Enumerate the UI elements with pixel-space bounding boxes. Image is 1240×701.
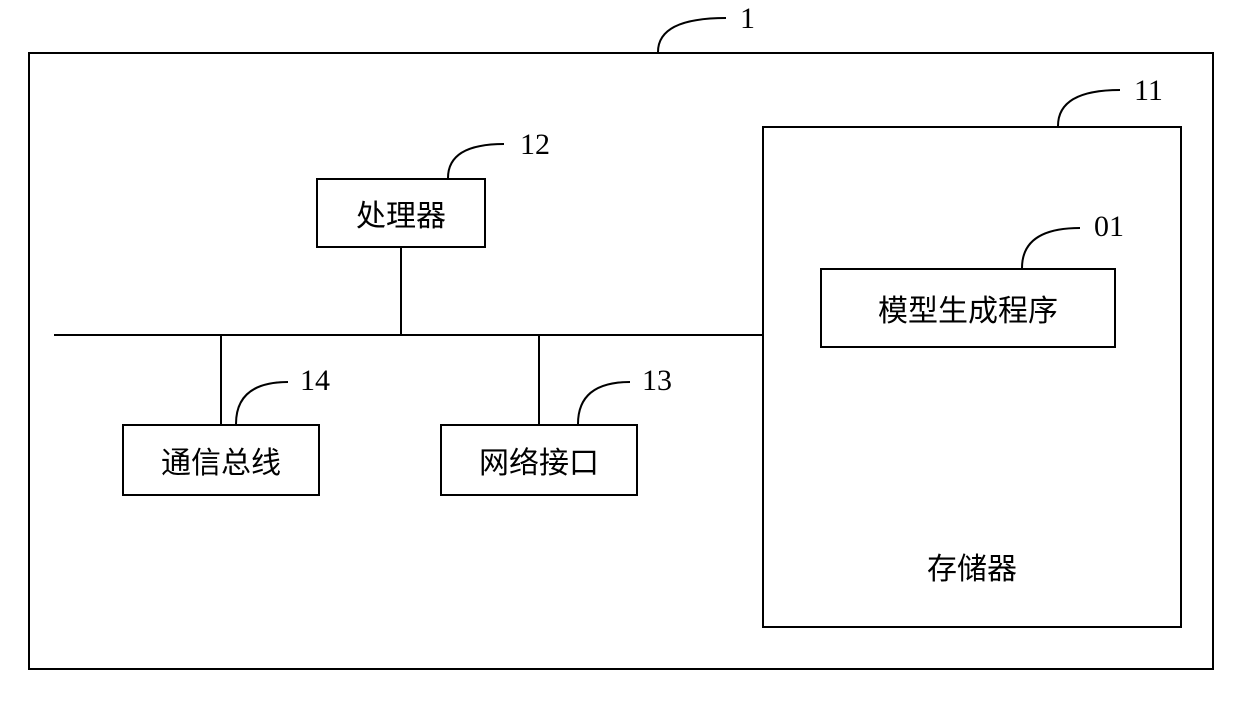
ref-model-prog: 01 bbox=[1094, 210, 1124, 244]
memory-box: 存储器 bbox=[762, 126, 1182, 628]
ref-net-if: 13 bbox=[642, 364, 672, 398]
net-if-label: 网络接口 bbox=[479, 438, 599, 482]
net-if-stub bbox=[538, 334, 540, 424]
bus-line bbox=[54, 334, 762, 336]
processor-box: 处理器 bbox=[316, 178, 486, 248]
comm-bus-stub bbox=[220, 334, 222, 424]
model-prog-label: 模型生成程序 bbox=[878, 286, 1058, 330]
model-prog-box: 模型生成程序 bbox=[820, 268, 1116, 348]
memory-label: 存储器 bbox=[927, 544, 1017, 588]
processor-label: 处理器 bbox=[356, 191, 446, 235]
diagram-canvas: 存储器 模型生成程序 处理器 通信总线 网络接口 1 12 14 13 bbox=[0, 0, 1240, 701]
ref-outer: 1 bbox=[740, 2, 755, 36]
processor-stub bbox=[400, 248, 402, 334]
ref-processor: 12 bbox=[520, 128, 550, 162]
comm-bus-box: 通信总线 bbox=[122, 424, 320, 496]
net-if-box: 网络接口 bbox=[440, 424, 638, 496]
ref-memory: 11 bbox=[1134, 74, 1163, 108]
ref-comm-bus: 14 bbox=[300, 364, 330, 398]
comm-bus-label: 通信总线 bbox=[161, 438, 281, 482]
